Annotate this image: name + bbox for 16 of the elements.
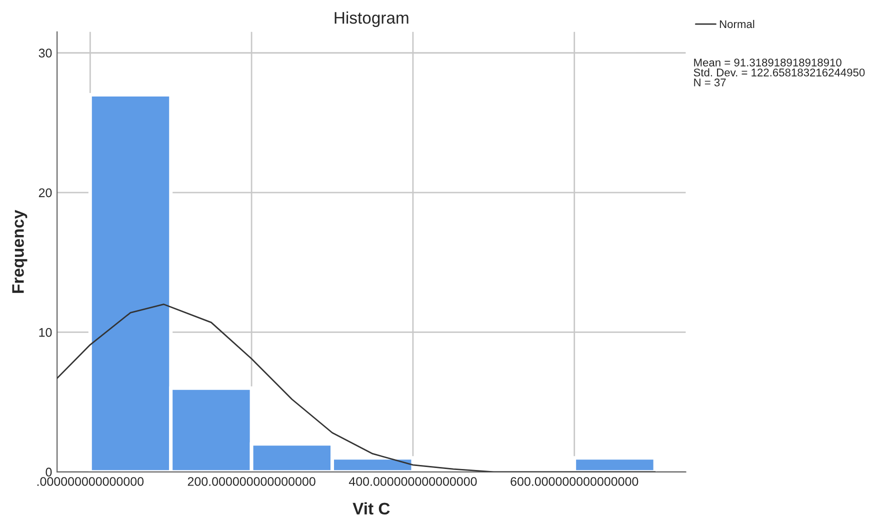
text: Std. Dev. = 122.658183216244950	[694, 68, 865, 76]
y-tick-label: 10	[39, 328, 52, 337]
x-tick-label: 200.000000000000000	[188, 477, 316, 486]
chart-title: Histogram	[334, 12, 408, 28]
x-tick-label: 600.000000000000000	[510, 477, 638, 486]
y-axis-title: Frequency	[12, 210, 28, 293]
line-series	[57, 304, 656, 472]
x-axis-title: Vit C	[352, 502, 390, 515]
y-tick-label: 0	[46, 468, 52, 477]
x-tick-label: .000000000000000	[37, 477, 144, 486]
text: Mean = 91.318918918918910	[694, 58, 842, 66]
legend-label: Normal	[720, 20, 754, 28]
x-tick-label: 400.000000000000000	[348, 477, 477, 486]
y-tick-label: 20	[38, 188, 52, 198]
text: N = 37	[694, 78, 726, 86]
y-tick-label: 30	[38, 48, 52, 58]
